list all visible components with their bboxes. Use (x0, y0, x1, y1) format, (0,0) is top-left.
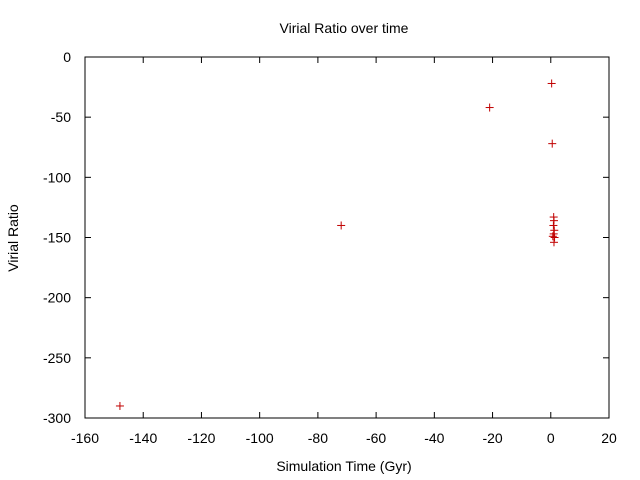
y-tick-label: -150 (43, 230, 71, 246)
plot-area (84, 56, 610, 419)
data-point (550, 233, 559, 242)
y-tick-label: -200 (43, 290, 71, 306)
x-tick-label: -60 (366, 430, 386, 446)
axis-ticks: -160 -140 -120 -100 -80 -60 -40 -20 0 200-50-100-… (43, 49, 617, 446)
y-tick-label: -50 (51, 109, 71, 125)
data-point (549, 238, 558, 247)
data-point (549, 216, 558, 225)
x-tick-label: -160 (71, 430, 99, 446)
data-point (115, 401, 124, 410)
data-point (548, 139, 557, 148)
y-tick-label: -250 (43, 350, 71, 366)
data-points (115, 79, 559, 410)
data-point (337, 221, 346, 230)
x-tick-label: 0 (547, 430, 555, 446)
y-tick-label: -300 (43, 410, 71, 426)
y-tick-label: 0 (63, 49, 71, 65)
x-tick-label: -100 (246, 430, 274, 446)
x-axis-label: Simulation Time (Gyr) (276, 458, 411, 474)
chart-title: Virial Ratio over time (280, 20, 409, 36)
data-point (547, 79, 556, 88)
x-tick-label: -40 (424, 430, 444, 446)
y-tick-label: -100 (43, 169, 71, 185)
data-point (548, 232, 557, 241)
data-point (485, 103, 494, 112)
x-tick-label: 20 (601, 430, 617, 446)
x-tick-label: -120 (187, 430, 215, 446)
y-axis-label: Virial Ratio (5, 204, 21, 272)
x-tick-label: -80 (308, 430, 328, 446)
data-point (550, 226, 559, 235)
data-point (549, 221, 558, 230)
x-tick-label: -20 (482, 430, 502, 446)
x-tick-label: -140 (129, 430, 157, 446)
